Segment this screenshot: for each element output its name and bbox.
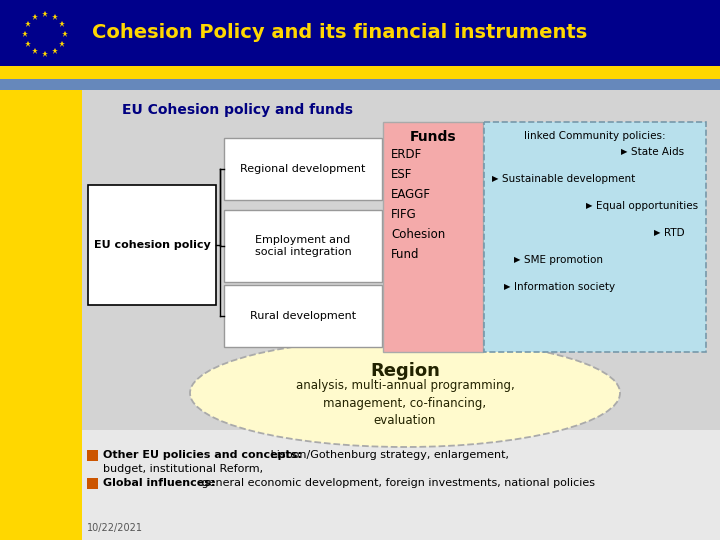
Text: SME promotion: SME promotion bbox=[524, 255, 603, 265]
Text: budget, institutional Reform,: budget, institutional Reform, bbox=[103, 464, 263, 474]
Bar bbox=[0, 66, 720, 79]
Text: Sustainable development: Sustainable development bbox=[502, 174, 635, 184]
Text: 10/22/2021: 10/22/2021 bbox=[87, 523, 143, 533]
FancyBboxPatch shape bbox=[484, 122, 706, 352]
Text: ▶: ▶ bbox=[504, 282, 510, 292]
Text: State Aids: State Aids bbox=[631, 147, 684, 157]
Text: Fund: Fund bbox=[391, 247, 420, 260]
Text: ESF: ESF bbox=[391, 167, 413, 180]
Text: Other EU policies and concepts:: Other EU policies and concepts: bbox=[103, 450, 302, 460]
Text: Rural development: Rural development bbox=[250, 311, 356, 321]
Text: FIFG: FIFG bbox=[391, 207, 417, 220]
Bar bbox=[0, 0, 720, 66]
Text: Region: Region bbox=[370, 362, 440, 380]
Text: ▶: ▶ bbox=[492, 174, 498, 184]
Ellipse shape bbox=[190, 339, 620, 447]
Text: analysis, multi-annual programming,
management, co-financing,
evaluation: analysis, multi-annual programming, mana… bbox=[296, 379, 514, 428]
Text: ▶: ▶ bbox=[621, 147, 628, 157]
Text: EU cohesion policy: EU cohesion policy bbox=[94, 240, 210, 250]
Text: ERDF: ERDF bbox=[391, 147, 422, 160]
Text: Lisbon/Gothenburg strategy, enlargement,: Lisbon/Gothenburg strategy, enlargement, bbox=[267, 450, 509, 460]
Text: ▶: ▶ bbox=[514, 255, 521, 265]
Bar bbox=[87, 450, 98, 461]
Bar bbox=[0, 90, 82, 540]
FancyBboxPatch shape bbox=[383, 122, 483, 352]
Bar bbox=[82, 90, 720, 540]
FancyBboxPatch shape bbox=[88, 185, 216, 305]
Text: EU Cohesion policy and funds: EU Cohesion policy and funds bbox=[122, 103, 353, 117]
Text: Cohesion: Cohesion bbox=[391, 227, 445, 240]
Bar bbox=[0, 430, 720, 540]
Text: Cohesion Policy and its financial instruments: Cohesion Policy and its financial instru… bbox=[92, 24, 588, 43]
Text: Funds: Funds bbox=[410, 130, 456, 144]
Bar bbox=[87, 478, 98, 489]
FancyBboxPatch shape bbox=[224, 285, 382, 347]
Text: Equal opportunities: Equal opportunities bbox=[596, 201, 698, 211]
Text: RTD: RTD bbox=[664, 228, 685, 238]
Text: linked Community policies:: linked Community policies: bbox=[524, 131, 666, 141]
Text: EAGGF: EAGGF bbox=[391, 187, 431, 200]
Text: Information society: Information society bbox=[514, 282, 615, 292]
Bar bbox=[0, 79, 720, 90]
Bar bbox=[0, 90, 82, 430]
FancyBboxPatch shape bbox=[224, 138, 382, 200]
Text: Regional development: Regional development bbox=[240, 164, 366, 174]
Text: Global influences:: Global influences: bbox=[103, 478, 215, 488]
Text: Employment and
social integration: Employment and social integration bbox=[255, 235, 351, 257]
Text: ▶: ▶ bbox=[654, 228, 660, 238]
Text: general economic development, foreign investments, national policies: general economic development, foreign in… bbox=[199, 478, 595, 488]
FancyBboxPatch shape bbox=[224, 210, 382, 282]
Text: ▶: ▶ bbox=[586, 201, 593, 211]
